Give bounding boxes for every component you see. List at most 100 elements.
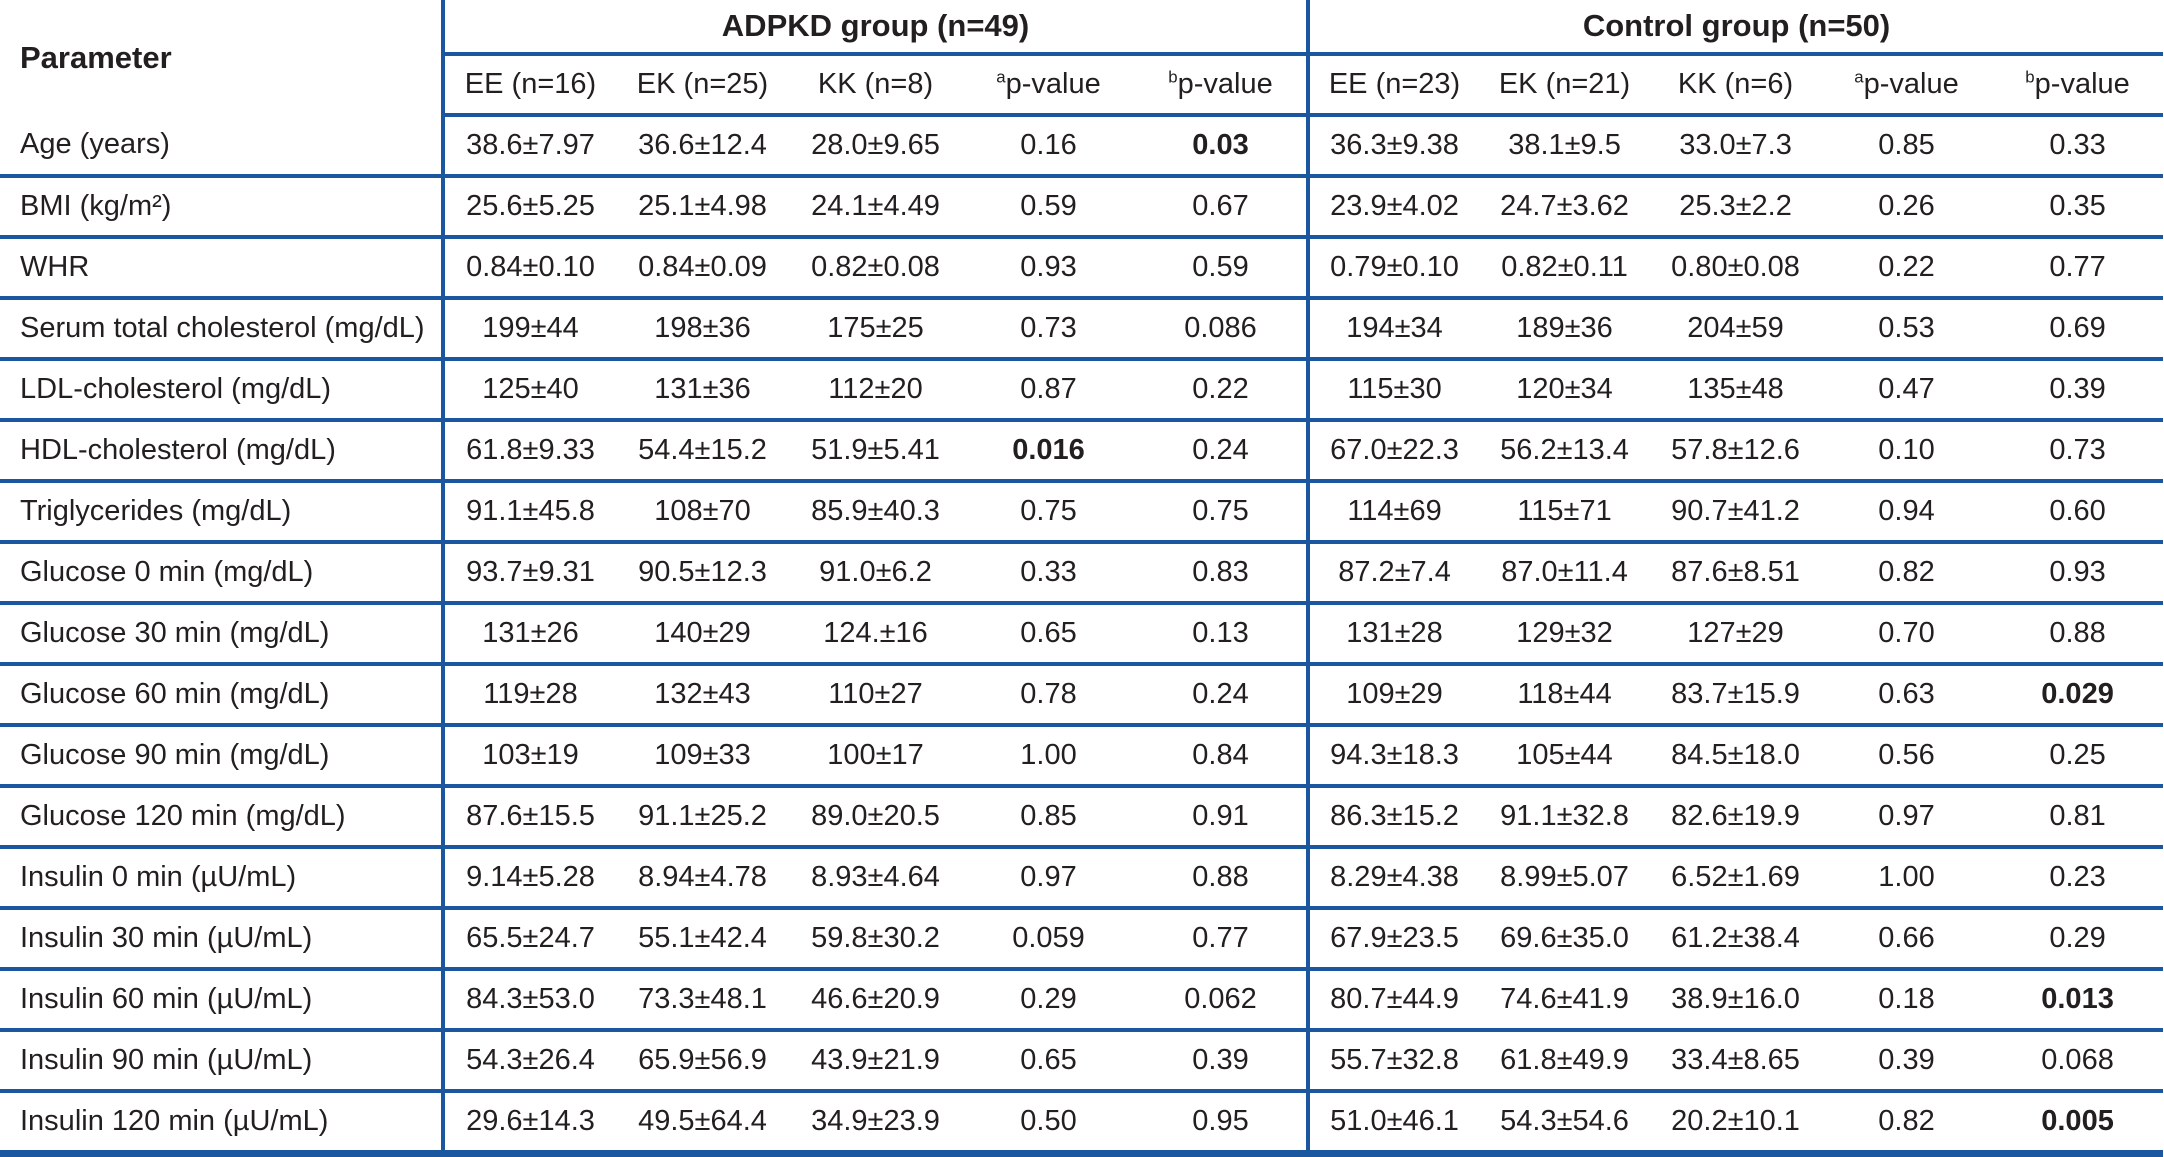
table-row: HDL-cholesterol (mg/dL) 61.8±9.33 54.4±15.… — [0, 420, 2164, 483]
table-row: Insulin 120 min (µU/mL) 29.6±14.3 49.5±64.… — [0, 1091, 2164, 1157]
value-cell: 100±17 — [789, 725, 962, 788]
table-row: BMI (kg/m²) 25.6±5.25 25.1±4.98 24.1±4.49 0.… — [0, 176, 2164, 239]
value-cell: 83.7±15.9 — [1650, 664, 1822, 727]
parameter-cell: Glucose 120 min (mg/dL) — [0, 786, 443, 849]
parameter-cell: Glucose 30 min (mg/dL) — [0, 603, 443, 666]
p-value-cell: 0.39 — [1135, 1030, 1309, 1093]
value-cell: 86.3±15.2 — [1306, 786, 1480, 849]
value-cell: 24.1±4.49 — [789, 176, 962, 239]
value-cell: 131±28 — [1306, 603, 1480, 666]
b-p-value-column-header: bp-value — [1992, 54, 2164, 117]
table-row: Glucose 60 min (mg/dL) 119±28 132±43 110±27… — [0, 664, 2164, 727]
value-cell: 112±20 — [789, 359, 962, 422]
value-cell: 38.1±9.5 — [1479, 115, 1651, 178]
value-cell: 115±71 — [1479, 481, 1651, 544]
p-value-cell: 0.82 — [1821, 1091, 1993, 1157]
value-cell: 89.0±20.5 — [789, 786, 962, 849]
genotype-column-header: EE (n=16) — [441, 54, 616, 117]
p-value-cell: 0.84 — [1135, 725, 1309, 788]
p-value-cell: 0.47 — [1821, 359, 1993, 422]
p-value-cell: 0.13 — [1135, 603, 1309, 666]
p-value-cell: 0.22 — [1821, 237, 1993, 300]
value-cell: 91.1±45.8 — [441, 481, 616, 544]
parameter-cell: Age (years) — [0, 115, 443, 178]
p-value-cell: 0.086 — [1135, 298, 1309, 361]
p-value-cell: 0.70 — [1821, 603, 1993, 666]
value-cell: 0.84±0.10 — [441, 237, 616, 300]
p-value-cell: 0.78 — [962, 664, 1135, 727]
value-cell: 9.14±5.28 — [441, 847, 616, 910]
parameter-cell: Glucose 0 min (mg/dL) — [0, 542, 443, 605]
p-value-cell: 0.53 — [1821, 298, 1993, 361]
p-value-cell: 0.23 — [1992, 847, 2164, 910]
value-cell: 65.9±56.9 — [616, 1030, 789, 1093]
p-value-cell: 0.39 — [1821, 1030, 1993, 1093]
value-cell: 23.9±4.02 — [1306, 176, 1480, 239]
a-p-value-column-header: ap-value — [962, 54, 1135, 117]
p-value-cell: 0.062 — [1135, 969, 1309, 1032]
p-value-cell: 0.03 — [1135, 115, 1309, 178]
p-value-cell: 0.18 — [1821, 969, 1993, 1032]
value-cell: 25.6±5.25 — [441, 176, 616, 239]
value-cell: 189±36 — [1479, 298, 1651, 361]
control-group-header: Control group (n=50) — [1306, 0, 2164, 56]
p-value-cell: 0.77 — [1135, 908, 1309, 971]
value-cell: 51.9±5.41 — [789, 420, 962, 483]
value-cell: 20.2±10.1 — [1650, 1091, 1822, 1157]
p-value-cell: 0.10 — [1821, 420, 1993, 483]
value-cell: 69.6±35.0 — [1479, 908, 1651, 971]
value-cell: 54.4±15.2 — [616, 420, 789, 483]
value-cell: 109±33 — [616, 725, 789, 788]
value-cell: 67.0±22.3 — [1306, 420, 1480, 483]
p-value-cell: 0.66 — [1821, 908, 1993, 971]
table-row: Insulin 60 min (µU/mL) 84.3±53.0 73.3±48.1… — [0, 969, 2164, 1032]
p-value-cell: 0.59 — [962, 176, 1135, 239]
value-cell: 34.9±23.9 — [789, 1091, 962, 1157]
p-value-cell: 0.50 — [962, 1091, 1135, 1157]
value-cell: 140±29 — [616, 603, 789, 666]
value-cell: 24.7±3.62 — [1479, 176, 1651, 239]
value-cell: 120±34 — [1479, 359, 1651, 422]
value-cell: 131±36 — [616, 359, 789, 422]
table-row: Glucose 120 min (mg/dL) 87.6±15.5 91.1±25.… — [0, 786, 2164, 849]
table-row: WHR 0.84±0.10 0.84±0.09 0.82±0.08 0.93 0.59 0.… — [0, 237, 2164, 300]
value-cell: 0.82±0.11 — [1479, 237, 1651, 300]
table-row: Glucose 0 min (mg/dL) 93.7±9.31 90.5±12.3 9… — [0, 542, 2164, 605]
value-cell: 0.79±0.10 — [1306, 237, 1480, 300]
value-cell: 87.6±15.5 — [441, 786, 616, 849]
genotype-column-header: EK (n=21) — [1479, 54, 1651, 117]
value-cell: 8.99±5.07 — [1479, 847, 1651, 910]
value-cell: 90.5±12.3 — [616, 542, 789, 605]
p-value-cell: 0.73 — [962, 298, 1135, 361]
p-value-cell: 0.29 — [1992, 908, 2164, 971]
p-value-cell: 0.016 — [962, 420, 1135, 483]
value-cell: 204±59 — [1650, 298, 1822, 361]
p-value-cell: 1.00 — [962, 725, 1135, 788]
p-value-cell: 0.24 — [1135, 664, 1309, 727]
value-cell: 46.6±20.9 — [789, 969, 962, 1032]
p-value-cell: 0.75 — [1135, 481, 1309, 544]
p-value-cell: 0.22 — [1135, 359, 1309, 422]
p-value-cell: 0.91 — [1135, 786, 1309, 849]
value-cell: 38.9±16.0 — [1650, 969, 1822, 1032]
value-cell: 82.6±19.9 — [1650, 786, 1822, 849]
value-cell: 131±26 — [441, 603, 616, 666]
value-cell: 94.3±18.3 — [1306, 725, 1480, 788]
p-value-cell: 0.35 — [1992, 176, 2164, 239]
value-cell: 87.0±11.4 — [1479, 542, 1651, 605]
p-value-cell: 0.059 — [962, 908, 1135, 971]
parameter-cell: WHR — [0, 237, 443, 300]
value-cell: 25.3±2.2 — [1650, 176, 1822, 239]
value-cell: 199±44 — [441, 298, 616, 361]
p-value-cell: 0.85 — [962, 786, 1135, 849]
genotype-column-header: EK (n=25) — [616, 54, 789, 117]
p-value-cell: 0.97 — [1821, 786, 1993, 849]
value-cell: 51.0±46.1 — [1306, 1091, 1480, 1157]
value-cell: 85.9±40.3 — [789, 481, 962, 544]
value-cell: 175±25 — [789, 298, 962, 361]
value-cell: 38.6±7.97 — [441, 115, 616, 178]
parameter-column-header: Parameter — [20, 39, 172, 75]
p-value-cell: 0.60 — [1992, 481, 2164, 544]
parameter-cell: Glucose 60 min (mg/dL) — [0, 664, 443, 727]
